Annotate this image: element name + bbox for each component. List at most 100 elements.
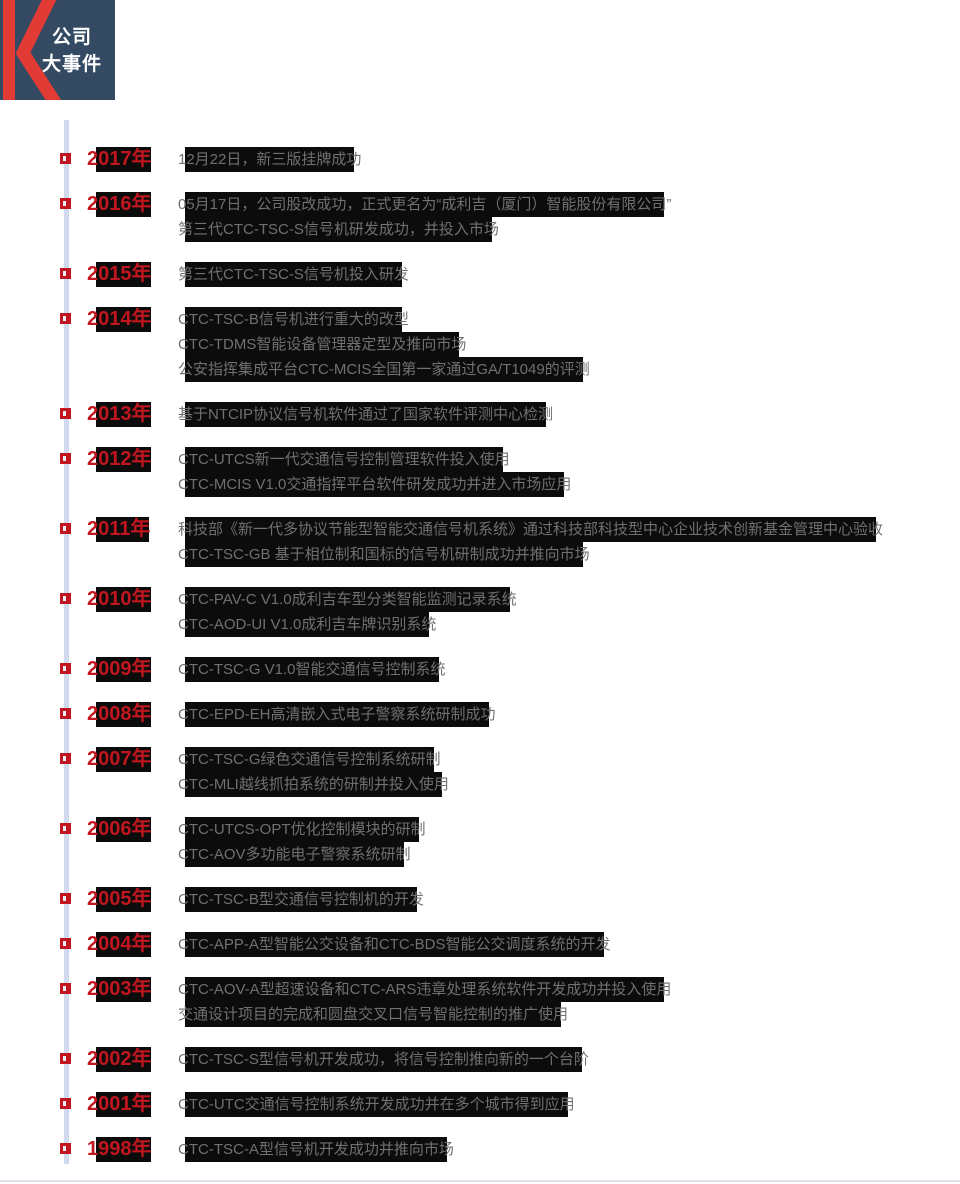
timeline-marker-icon — [60, 313, 71, 324]
timeline-event: CTC-UTCS-OPT优化控制模块的研制 — [178, 817, 426, 842]
timeline-year: 2015年 — [87, 262, 178, 287]
timeline-marker-icon — [60, 198, 71, 209]
timeline-year: 2002年 — [87, 1047, 178, 1072]
timeline-events: CTC-UTCS-OPT优化控制模块的研制 CTC-AOV多功能电子警察系统研制 — [178, 817, 426, 867]
timeline-event: CTC-TSC-S型信号机开发成功，将信号控制推向新的一个台阶 — [178, 1047, 589, 1072]
timeline-event: CTC-TSC-B信号机进行重大的改型 — [178, 307, 409, 332]
footer-divider — [0, 1180, 960, 1182]
timeline-events: 12月22日，新三版挂牌成功 — [178, 147, 362, 172]
timeline-marker-icon — [60, 893, 71, 904]
timeline-event: CTC-UTCS新一代交通信号控制管理软件投入使用 — [178, 447, 510, 472]
timeline-year: 2017年 — [87, 147, 178, 172]
timeline-year: 2004年 — [87, 932, 178, 957]
timeline-rail — [64, 120, 69, 1164]
timeline-event: CTC-PAV-C V1.0成利吉车型分类智能监测记录系统 — [178, 587, 517, 612]
badge-title: 公司 大事件 — [36, 24, 108, 78]
timeline-event: CTC-AOD-UI V1.0成利吉车牌识别系统 — [178, 612, 437, 637]
timeline-row: 2005年 CTC-TSC-B型交通信号控制机的开发 — [0, 887, 960, 912]
timeline-year: 2013年 — [87, 402, 178, 427]
timeline-events: CTC-PAV-C V1.0成利吉车型分类智能监测记录系统 CTC-AOD-UI … — [178, 587, 517, 637]
badge-title-line2: 大事件 — [41, 54, 102, 75]
timeline-marker-icon — [60, 753, 71, 764]
timeline-event: 12月22日，新三版挂牌成功 — [178, 147, 362, 172]
badge-title-line1: 公司 — [51, 27, 92, 48]
timeline-marker-icon — [60, 663, 71, 674]
timeline-marker-icon — [60, 938, 71, 949]
timeline-marker-icon — [60, 823, 71, 834]
timeline-events: CTC-APP-A型智能公交设备和CTC-BDS智能公交调度系统的开发 — [178, 932, 611, 957]
timeline-event: 交通设计项目的完成和圆盘交叉口信号智能控制的推广使用 — [178, 1002, 569, 1027]
timeline-marker-icon — [60, 523, 71, 534]
timeline-event: CTC-MCIS V1.0交通指挥平台软件研发成功并进入市场应用 — [178, 472, 572, 497]
timeline-event: 05月17日，公司股改成功，正式更名为“成利吉（厦门）智能股份有限公司” — [178, 192, 672, 217]
timeline-marker-icon — [60, 268, 71, 279]
timeline-year: 2010年 — [87, 587, 178, 612]
timeline-event: 公安指挥集成平台CTC-MCIS全国第一家通过GA/T1049的评测 — [178, 357, 590, 382]
timeline-row: 2010年 CTC-PAV-C V1.0成利吉车型分类智能监测记录系统 CTC-A… — [0, 587, 960, 637]
timeline-row: 2002年 CTC-TSC-S型信号机开发成功，将信号控制推向新的一个台阶 — [0, 1047, 960, 1072]
timeline-marker-icon — [60, 593, 71, 604]
timeline-marker-icon — [60, 153, 71, 164]
timeline-event: CTC-TSC-GB 基于相位制和国标的信号机研制成功并推向市场 — [178, 542, 590, 567]
timeline-row: 2011年 科技部《新一代多协议节能型智能交通信号机系统》通过科技部科技型中心企… — [0, 517, 960, 567]
timeline-year: 2003年 — [87, 977, 178, 1002]
timeline-marker-icon — [60, 708, 71, 719]
timeline-row: 2008年 CTC-EPD-EH高清嵌入式电子警察系统研制成功 — [0, 702, 960, 727]
timeline-marker-icon — [60, 983, 71, 994]
timeline-row: 2015年 第三代CTC-TSC-S信号机投入研发 — [0, 262, 960, 287]
timeline-row: 1998年 CTC-TSC-A型信号机开发成功并推向市场 — [0, 1137, 960, 1162]
timeline-events: CTC-TSC-S型信号机开发成功，将信号控制推向新的一个台阶 — [178, 1047, 589, 1072]
timeline-year: 2001年 — [87, 1092, 178, 1117]
timeline: 2017年 12月22日，新三版挂牌成功 2016年 05月17日，公司股改成功… — [0, 147, 960, 1182]
timeline-event: CTC-TSC-G绿色交通信号控制系统研制 — [178, 747, 441, 772]
timeline-row: 2009年 CTC-TSC-G V1.0智能交通信号控制系统 — [0, 657, 960, 682]
timeline-year: 2006年 — [87, 817, 178, 842]
timeline-marker-icon — [60, 408, 71, 419]
timeline-year: 2005年 — [87, 887, 178, 912]
timeline-marker-icon — [60, 1143, 71, 1154]
timeline-year: 2014年 — [87, 307, 178, 332]
timeline-events: CTC-UTCS新一代交通信号控制管理软件投入使用 CTC-MCIS V1.0交通… — [178, 447, 572, 497]
timeline-row: 2004年 CTC-APP-A型智能公交设备和CTC-BDS智能公交调度系统的开… — [0, 932, 960, 957]
timeline-year: 2011年 — [87, 517, 178, 542]
timeline-marker-icon — [60, 1098, 71, 1109]
timeline-event: CTC-AOV多功能电子警察系统研制 — [178, 842, 411, 867]
timeline-event: CTC-TSC-B型交通信号控制机的开发 — [178, 887, 424, 912]
timeline-events: CTC-UTC交通信号控制系统开发成功并在多个城市得到应用 — [178, 1092, 575, 1117]
timeline-year: 2009年 — [87, 657, 178, 682]
timeline-year: 2016年 — [87, 192, 178, 217]
timeline-row: 2001年 CTC-UTC交通信号控制系统开发成功并在多个城市得到应用 — [0, 1092, 960, 1117]
timeline-events: CTC-TSC-B信号机进行重大的改型 CTC-TDMS智能设备管理器定型及推向市… — [178, 307, 590, 382]
timeline-event: CTC-AOV-A型超速设备和CTC-ARS违章处理系统软件开发成功并投入使用 — [178, 977, 672, 1002]
timeline-events: 第三代CTC-TSC-S信号机投入研发 — [178, 262, 409, 287]
timeline-event: 第三代CTC-TSC-S信号机投入研发 — [178, 262, 409, 287]
timeline-year: 2007年 — [87, 747, 178, 772]
timeline-event: CTC-APP-A型智能公交设备和CTC-BDS智能公交调度系统的开发 — [178, 932, 611, 957]
timeline-year: 2012年 — [87, 447, 178, 472]
timeline-row: 2016年 05月17日，公司股改成功，正式更名为“成利吉（厦门）智能股份有限公… — [0, 192, 960, 242]
timeline-row: 2014年 CTC-TSC-B信号机进行重大的改型 CTC-TDMS智能设备管理器… — [0, 307, 960, 382]
timeline-event: CTC-UTC交通信号控制系统开发成功并在多个城市得到应用 — [178, 1092, 575, 1117]
timeline-row: 2006年 CTC-UTCS-OPT优化控制模块的研制 CTC-AOV多功能电子警… — [0, 817, 960, 867]
timeline-events: CTC-TSC-G V1.0智能交通信号控制系统 — [178, 657, 446, 682]
timeline-events: 05月17日，公司股改成功，正式更名为“成利吉（厦门）智能股份有限公司” 第三代C… — [178, 192, 672, 242]
timeline-event: CTC-TSC-G V1.0智能交通信号控制系统 — [178, 657, 446, 682]
timeline-events: CTC-TSC-G绿色交通信号控制系统研制 CTC-MLI越线抓拍系统的研制并投入… — [178, 747, 449, 797]
timeline-events: CTC-EPD-EH高清嵌入式电子警察系统研制成功 — [178, 702, 496, 727]
timeline-event: 第三代CTC-TSC-S信号机研发成功，并投入市场 — [178, 217, 499, 242]
timeline-row: 2007年 CTC-TSC-G绿色交通信号控制系统研制 CTC-MLI越线抓拍系统… — [0, 747, 960, 797]
timeline-events: 科技部《新一代多协议节能型智能交通信号机系统》通过科技部科技型中心企业技术创新基… — [178, 517, 884, 567]
timeline-marker-icon — [60, 453, 71, 464]
timeline-row: 2017年 12月22日，新三版挂牌成功 — [0, 147, 960, 172]
timeline-event: CTC-TDMS智能设备管理器定型及推向市场 — [178, 332, 467, 357]
timeline-event: CTC-MLI越线抓拍系统的研制并投入使用 — [178, 772, 449, 797]
timeline-event: 科技部《新一代多协议节能型智能交通信号机系统》通过科技部科技型中心企业技术创新基… — [178, 517, 884, 542]
timeline-row: 2013年 基于NTCIP协议信号机软件通过了国家软件评测中心检测 — [0, 402, 960, 427]
timeline-event: CTC-TSC-A型信号机开发成功并推向市场 — [178, 1137, 454, 1162]
timeline-event: 基于NTCIP协议信号机软件通过了国家软件评测中心检测 — [178, 402, 554, 427]
timeline-events: CTC-AOV-A型超速设备和CTC-ARS违章处理系统软件开发成功并投入使用交… — [178, 977, 672, 1027]
company-events-badge: 公司 大事件 — [0, 0, 115, 100]
logo-k-icon — [3, 0, 62, 100]
timeline-year: 2008年 — [87, 702, 178, 727]
timeline-event: CTC-EPD-EH高清嵌入式电子警察系统研制成功 — [178, 702, 496, 727]
